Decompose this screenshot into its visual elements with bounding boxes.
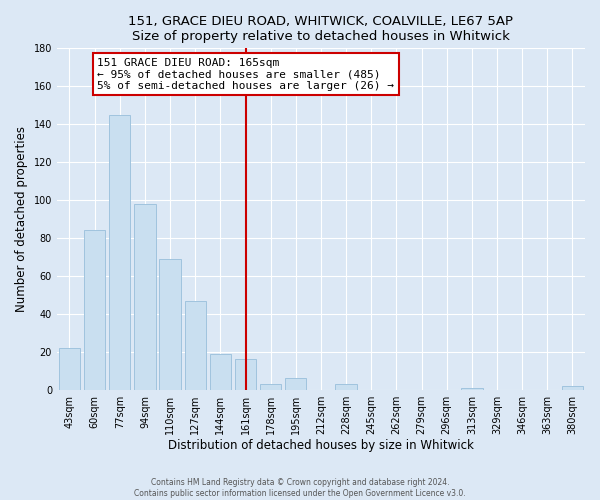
Bar [59,348,80,390]
Bar [109,114,130,390]
Text: Contains HM Land Registry data © Crown copyright and database right 2024.
Contai: Contains HM Land Registry data © Crown c… [134,478,466,498]
Bar [185,300,206,390]
Bar [209,354,231,390]
Bar [134,204,155,390]
Text: 151 GRACE DIEU ROAD: 165sqm
← 95% of detached houses are smaller (485)
5% of sem: 151 GRACE DIEU ROAD: 165sqm ← 95% of det… [97,58,394,91]
Bar [461,388,482,390]
Bar [260,384,281,390]
Bar [160,259,181,390]
Title: 151, GRACE DIEU ROAD, WHITWICK, COALVILLE, LE67 5AP
Size of property relative to: 151, GRACE DIEU ROAD, WHITWICK, COALVILL… [128,15,514,43]
Bar [335,384,357,390]
X-axis label: Distribution of detached houses by size in Whitwick: Distribution of detached houses by size … [168,440,474,452]
Bar [84,230,106,390]
Bar [562,386,583,390]
Y-axis label: Number of detached properties: Number of detached properties [15,126,28,312]
Bar [285,378,307,390]
Bar [235,360,256,390]
